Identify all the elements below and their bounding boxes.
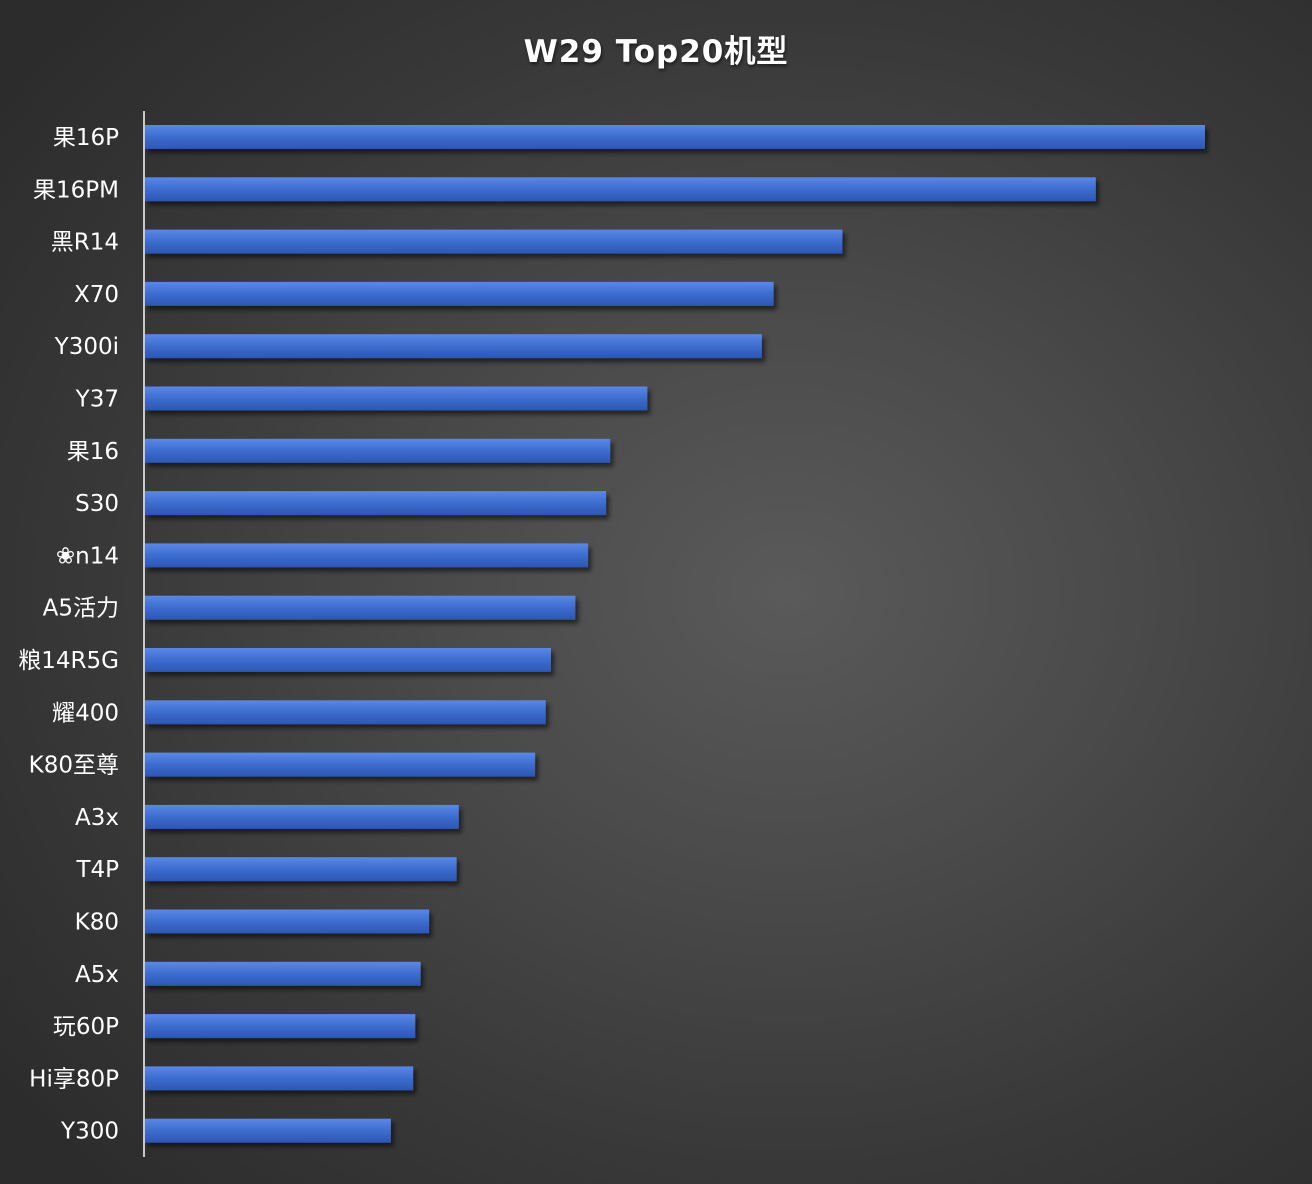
category-label-1: 果16P (53, 125, 119, 151)
bar-4 (145, 281, 774, 306)
category-label-15: T4P (75, 857, 119, 883)
bar-18 (145, 1014, 416, 1039)
category-label-2: 果16PM (33, 177, 119, 203)
bar-2 (145, 177, 1096, 202)
category-label-13: K80至尊 (29, 753, 119, 779)
bar-12 (145, 700, 546, 725)
category-label-16: K80 (75, 910, 119, 936)
bar-11 (145, 648, 551, 672)
category-labels: 果16P 果16PM 黑R14 X70 Y300i Y37 果16 S30 ❀n14 A5活力粮1… (18, 125, 119, 1145)
category-label-7: 果16 (67, 439, 119, 465)
bars-group (145, 125, 1205, 1143)
category-label-10: A5活力 (43, 596, 119, 622)
bar-13 (145, 752, 536, 777)
bar-14 (145, 804, 459, 829)
category-label-20: Y300 (60, 1119, 119, 1145)
bar-3 (145, 229, 843, 254)
bar-16 (145, 909, 430, 934)
bar-8 (145, 491, 607, 516)
chart-title: W29 Top20机型 (523, 34, 789, 70)
bar-6 (145, 386, 648, 411)
category-label-11: 粮14R5G (18, 648, 119, 674)
category-label-12: 耀400 (52, 700, 119, 726)
bar-17 (145, 961, 421, 986)
category-label-14: A3x (75, 805, 119, 831)
category-label-3: 黑R14 (51, 230, 119, 256)
category-label-19: Hi享80P (29, 1066, 119, 1092)
bar-19 (145, 1066, 414, 1091)
category-label-9: ❀n14 (56, 543, 119, 569)
bar-10 (145, 595, 576, 620)
bar-15 (145, 857, 457, 882)
bar-9 (145, 543, 589, 568)
bar-7 (145, 438, 611, 463)
category-label-18: 玩60P (53, 1014, 119, 1040)
category-label-8: S30 (75, 491, 119, 517)
category-label-4: X70 (74, 282, 119, 308)
category-label-5: Y300i (54, 334, 119, 360)
bar-20 (145, 1118, 391, 1143)
category-label-6: Y37 (75, 387, 119, 413)
bar-5 (145, 334, 762, 359)
bar-1 (145, 125, 1205, 149)
category-label-17: A5x (75, 962, 119, 988)
